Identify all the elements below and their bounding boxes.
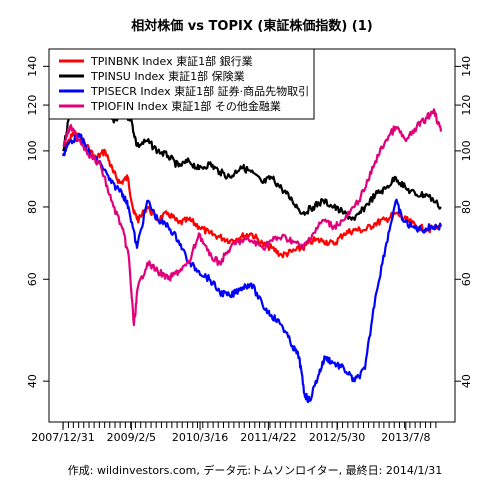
chart-caption: 作成: wildinvestors.com, データ元:トムソンロイター, 最終… [68, 463, 442, 477]
series-line-4 [62, 108, 443, 327]
x-tick-label: 2009/2/5 [107, 431, 156, 444]
y-tick-label-left: 100 [26, 140, 39, 161]
y-tick-label-left: 80 [26, 200, 39, 214]
y-tick-label-right: 140 [460, 56, 473, 77]
y-tick-label-right: 80 [460, 200, 473, 214]
chart-title: 相対株価 vs TOPIX (東証株価指数) (1) [131, 18, 372, 34]
y-tick-label-right: 40 [460, 374, 473, 388]
y-tick-label-left: 120 [26, 95, 39, 116]
x-tick-label: 2007/12/31 [31, 431, 94, 444]
y-tick-label-right: 120 [460, 95, 473, 116]
axes-layer: 40 40 60 60 80 80 100 100 120 120 140 140 2007/12/31… [26, 56, 473, 444]
x-tick-label: 2011/4/22 [240, 431, 296, 444]
y-tick-label-left: 40 [26, 374, 39, 388]
legend-label: TPISECR Index 東証1部 証券·商品先物取引 [90, 84, 309, 98]
legend-label: TPIOFIN Index 東証1部 その他金融業 [90, 99, 281, 113]
series-layer [61, 86, 443, 404]
legend-box [48, 48, 315, 120]
legend-label: TPINSU Index 東証1部 保険業 [90, 69, 245, 83]
y-tick-label-left: 60 [26, 272, 39, 286]
y-tick-label-right: 60 [460, 272, 473, 286]
series-line-3 [61, 133, 443, 404]
x-tick-label: 2012/5/30 [309, 431, 365, 444]
y-tick-label-left: 140 [26, 56, 39, 77]
y-tick-label-right: 100 [460, 140, 473, 161]
legend-label: TPINBNK Index 東証1部 銀行業 [90, 54, 253, 68]
x-tick-label: 2013/7/8 [381, 431, 430, 444]
series-line-1 [62, 129, 442, 259]
series-line-2 [62, 86, 442, 221]
x-tick-label: 2010/3/16 [172, 431, 228, 444]
